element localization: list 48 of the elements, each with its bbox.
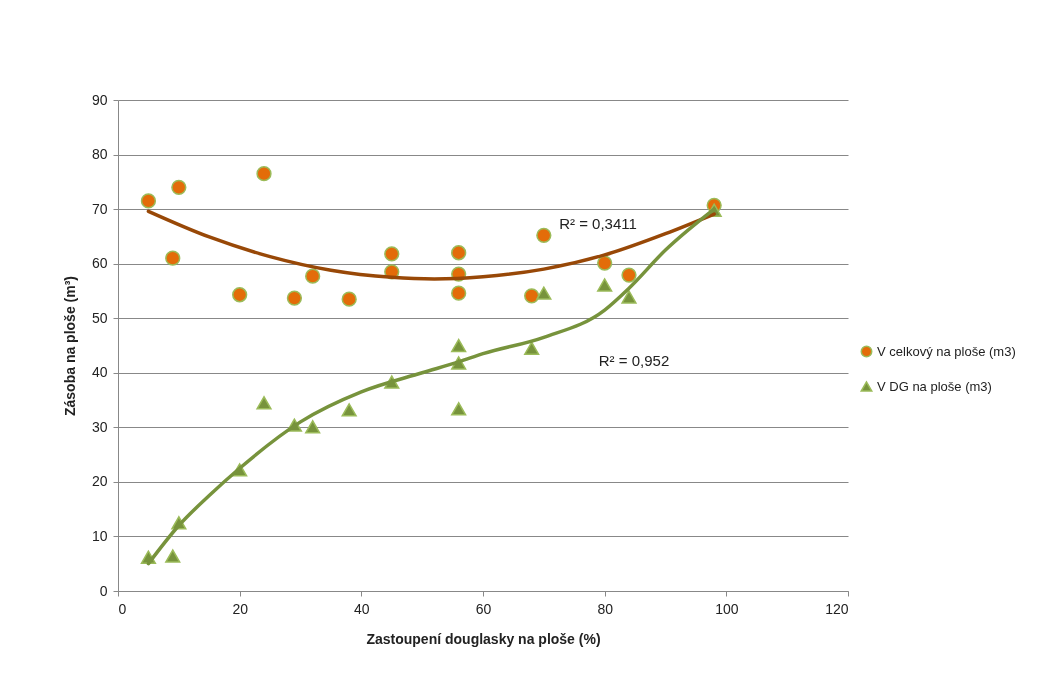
point	[451, 285, 467, 301]
point	[536, 286, 552, 300]
point	[232, 287, 248, 303]
point	[597, 278, 613, 292]
y-tick-label: 80	[91, 146, 108, 163]
x-tick-label: 0	[118, 600, 127, 617]
point	[305, 268, 321, 284]
point	[451, 402, 467, 416]
point	[451, 245, 467, 261]
point	[524, 341, 540, 355]
point	[536, 227, 552, 243]
point	[621, 267, 637, 283]
y-tick-label: 30	[91, 418, 108, 435]
point	[384, 246, 400, 262]
point	[524, 288, 540, 304]
y-axis-title: Zásoba na ploše (m³)	[61, 275, 78, 417]
x-tick-label: 80	[597, 600, 614, 617]
x-tick-label: 20	[232, 600, 249, 617]
y-tick-label: 0	[99, 582, 108, 599]
y-tick-label: 20	[91, 473, 108, 490]
point	[165, 250, 181, 266]
point	[305, 420, 321, 434]
point	[597, 255, 613, 271]
x-tick-label: 120	[825, 600, 849, 617]
point	[341, 403, 357, 417]
x-tick-label: 40	[354, 600, 370, 617]
y-tick-label: 70	[91, 200, 108, 217]
point	[165, 549, 181, 563]
point	[451, 338, 467, 353]
legend-label: V DG na ploše (m3)	[877, 378, 992, 394]
annotation: R² = 0,952	[598, 352, 670, 369]
point	[171, 179, 187, 195]
y-tick-label: 10	[91, 527, 108, 544]
x-tick-label: 100	[715, 600, 739, 617]
y-tick-label: 60	[91, 255, 108, 272]
x-tick-label: 60	[475, 600, 492, 617]
point	[140, 193, 157, 209]
y-tick-label: 90	[91, 91, 108, 108]
point	[256, 166, 272, 182]
y-tick-label: 40	[91, 364, 108, 381]
point	[621, 290, 637, 304]
point	[341, 291, 357, 307]
point	[256, 396, 272, 410]
legend-label: V celkový na ploše (m3)	[877, 343, 1016, 359]
x-axis-title: Zastoupení douglasky na ploše (%)	[366, 630, 601, 647]
point	[286, 290, 303, 306]
y-tick-label: 50	[91, 309, 108, 326]
annotation: R² = 0,3411	[559, 215, 637, 232]
